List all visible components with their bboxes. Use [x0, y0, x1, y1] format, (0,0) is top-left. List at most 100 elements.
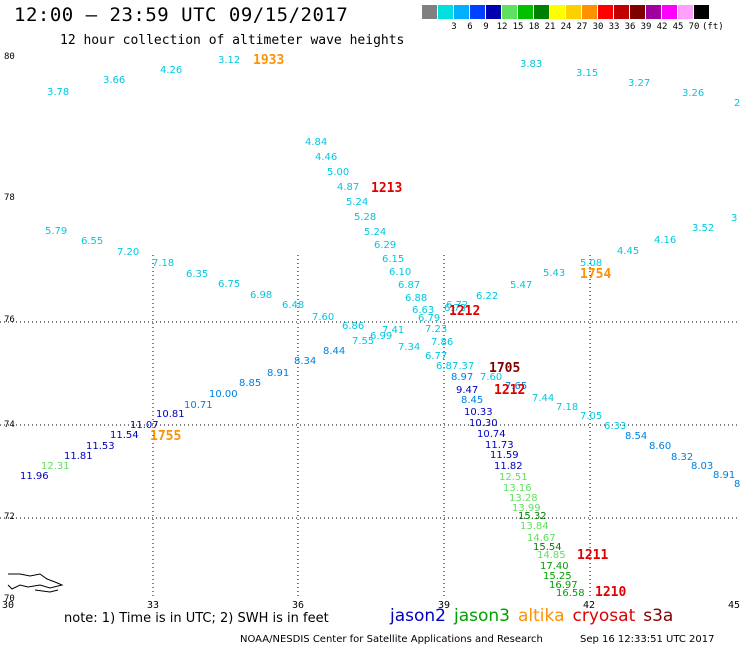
wave-height-value: 8.54: [625, 431, 647, 442]
wave-height-value: 8.32: [671, 452, 693, 463]
latitude-label: 76: [4, 315, 15, 325]
wave-height-value: 9.47: [456, 385, 478, 396]
wave-height-value: 11.07: [130, 420, 159, 431]
wave-height-value: 15.32: [518, 511, 547, 522]
wave-height-value: 5.00: [327, 167, 349, 178]
wave-height-value: 7.34: [398, 342, 420, 353]
wave-height-value: 14.85: [537, 550, 566, 561]
wave-height-value: 7.41: [382, 325, 404, 336]
wave-height-value: 10.00: [209, 389, 238, 400]
scale-swatch: [630, 5, 646, 19]
pass-time: 1212: [449, 304, 480, 319]
wave-height-value: 3.66: [103, 75, 125, 86]
wave-height-value: 3.12: [218, 55, 240, 66]
wave-height-value: 6.86: [342, 321, 364, 332]
pass-time: 1754: [580, 267, 611, 282]
legend-s3a: s3a: [643, 606, 674, 626]
wave-height-value: 3.27: [628, 78, 650, 89]
longitude-label: 33: [147, 600, 159, 611]
wave-height-value: 16.58: [556, 588, 585, 599]
wave-height-value: 7.86: [431, 337, 453, 348]
satellite-legend: jason2 jason3 altika cryosat s3a: [390, 606, 681, 626]
wave-height-value: 8.91: [267, 368, 289, 379]
wave-height-value: 3.26: [682, 88, 704, 99]
wave-height-value: 13.16: [503, 483, 532, 494]
wave-height-value: 8.34: [294, 356, 316, 367]
wave-height-value: 12.31: [41, 461, 70, 472]
latitude-label: 74: [4, 420, 15, 430]
scale-swatch: [502, 5, 518, 19]
pass-time: 1755: [150, 429, 181, 444]
wave-height-value: 6.15: [382, 254, 404, 265]
legend-jason2: jason2: [390, 606, 446, 626]
scale-label: 21: [544, 22, 556, 32]
wave-height-value: 8.44: [323, 346, 345, 357]
wave-height-value: 6.98: [250, 290, 272, 301]
wave-height-value: 10.74: [477, 429, 506, 440]
wave-height-value: 6.99: [370, 331, 392, 342]
scale-label: 24: [560, 22, 572, 32]
wave-height-value: 8.85: [239, 378, 261, 389]
wave-height-value: 11.53: [86, 441, 115, 452]
wave-height-value: 4.46: [315, 152, 337, 163]
wave-height-value: 6.33: [604, 421, 626, 432]
scale-swatch: [550, 5, 566, 19]
wave-height-value: 6.73: [444, 303, 466, 314]
wave-height-value: 7.60: [480, 372, 502, 383]
wave-height-value: 8.45: [461, 395, 483, 406]
wave-height-value: 4.45: [617, 246, 639, 257]
pass-time: 1213: [371, 181, 402, 196]
wave-height-value: 3.15: [576, 68, 598, 79]
scale-label: 18: [528, 22, 540, 32]
wave-height-value: 15.54: [533, 542, 562, 553]
pass-time: 1211: [577, 548, 608, 563]
longitude-label: 36: [292, 600, 304, 611]
coastline: [7, 573, 64, 593]
longitude-label: 45: [728, 600, 740, 611]
wave-height-value: 3.78: [47, 87, 69, 98]
wave-height-value: 8.97: [451, 372, 473, 383]
scale-swatch: [694, 5, 710, 19]
wave-height-value: 6.88: [405, 293, 427, 304]
wave-height-value: 6.63: [412, 305, 434, 316]
wave-height-value: 6.72: [446, 300, 468, 311]
scale-label: 6: [467, 22, 473, 32]
wave-height-value: 7.65: [505, 381, 527, 392]
scale-swatch: [614, 5, 630, 19]
wave-height-value: 6.29: [374, 240, 396, 251]
wave-height-value: 10.71: [184, 400, 213, 411]
wave-height-value: 4.26: [160, 65, 182, 76]
wave-height-value: 5.24: [346, 197, 368, 208]
latitude-label: 80: [4, 52, 15, 62]
footnote: note: 1) Time is in UTC; 2) SWH is in fe…: [64, 611, 329, 626]
wave-height-value: 14.67: [527, 533, 556, 544]
latitude-label: 72: [4, 512, 15, 522]
wave-height-value: 7.37: [452, 361, 474, 372]
coastline-shape: [7, 573, 64, 590]
wave-height-value: 7.60: [312, 312, 334, 323]
wave-height-value: 8.03: [691, 461, 713, 472]
wave-height-value: 2: [734, 98, 740, 109]
scale-swatch: [566, 5, 582, 19]
wave-height-value: 7.20: [117, 247, 139, 258]
scale-label: 45: [672, 22, 684, 32]
wave-height-readings: 3.78 3.66 4.26 3.12 3.83 3.15 3.27 3.26 2 4.84 4.4…: [20, 55, 740, 599]
coastline-shape: [34, 589, 59, 593]
longitude-label: 39: [438, 600, 450, 611]
scale-swatch: [470, 5, 486, 19]
wave-height-value: 6.87: [398, 280, 420, 291]
wave-height-value: 5.24: [364, 227, 386, 238]
scale-label: 15: [512, 22, 524, 32]
wave-height-value: 10.33: [464, 407, 493, 418]
wave-height-value: 11.54: [110, 430, 139, 441]
wave-height-value: 4.16: [654, 235, 676, 246]
latitude-label: 78: [4, 193, 15, 203]
wave-height-value: 6.10: [389, 267, 411, 278]
wave-height-value: 10.30: [469, 418, 498, 429]
wave-height-value: 12.51: [499, 472, 528, 483]
scale-swatch: [422, 5, 438, 19]
scale-swatch: [662, 5, 678, 19]
pass-time: 1212: [494, 383, 525, 398]
credit-line: NOAA/NESDIS Center for Satellite Applica…: [240, 634, 543, 645]
